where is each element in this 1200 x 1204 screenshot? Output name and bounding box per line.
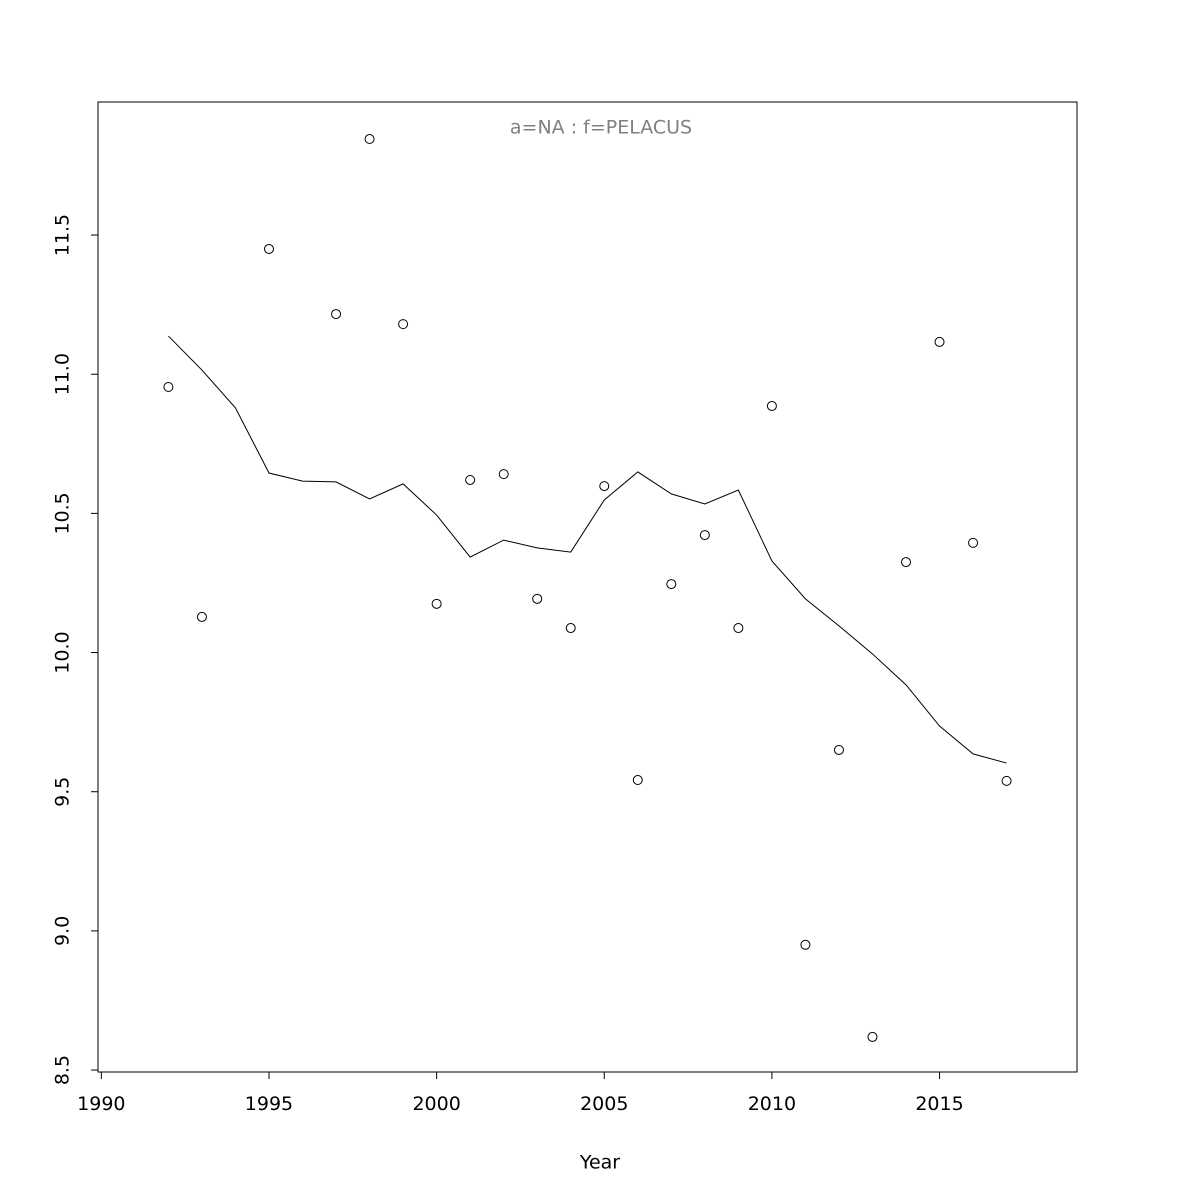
y-tick-label: 10.0 — [52, 631, 74, 673]
data-point — [867, 1031, 878, 1042]
data-point — [666, 579, 677, 590]
data-point — [364, 134, 375, 145]
data-point — [934, 336, 945, 347]
data-point — [331, 309, 342, 320]
data-point — [699, 530, 710, 541]
data-point — [465, 474, 476, 485]
y-tick-label: 10.5 — [52, 492, 74, 534]
data-point — [196, 611, 207, 622]
data-point — [800, 939, 811, 950]
data-point — [498, 469, 509, 480]
data-point — [833, 744, 844, 755]
data-point — [632, 775, 643, 786]
y-tick-label: 11.5 — [52, 214, 74, 256]
data-point — [398, 319, 409, 330]
y-tick-label: 11.0 — [52, 353, 74, 395]
x-tick-label: 1995 — [245, 1093, 293, 1115]
data-point — [263, 243, 274, 254]
data-point — [565, 623, 576, 634]
x-tick-label: 2005 — [580, 1093, 628, 1115]
data-point — [766, 400, 777, 411]
y-tick-label: 9.0 — [52, 916, 74, 946]
x-tick-label: 2010 — [748, 1093, 796, 1115]
data-point — [431, 598, 442, 609]
data-point — [532, 593, 543, 604]
data-point — [901, 557, 912, 568]
y-tick-label: 9.5 — [52, 777, 74, 807]
x-tick-label: 1990 — [77, 1093, 125, 1115]
plot-frame — [97, 101, 1078, 1073]
x-axis-label: Year — [579, 1152, 620, 1174]
data-point — [163, 382, 174, 393]
chart-title: a=NA : f=PELACUS — [510, 117, 692, 139]
data-point — [968, 537, 979, 548]
y-tick-label: 8.5 — [52, 1055, 74, 1085]
data-point — [733, 623, 744, 634]
trend-line — [168, 335, 1007, 764]
data-point — [1001, 775, 1012, 786]
x-tick-label: 2015 — [915, 1093, 963, 1115]
x-tick-label: 2000 — [412, 1093, 460, 1115]
data-point — [599, 481, 610, 492]
